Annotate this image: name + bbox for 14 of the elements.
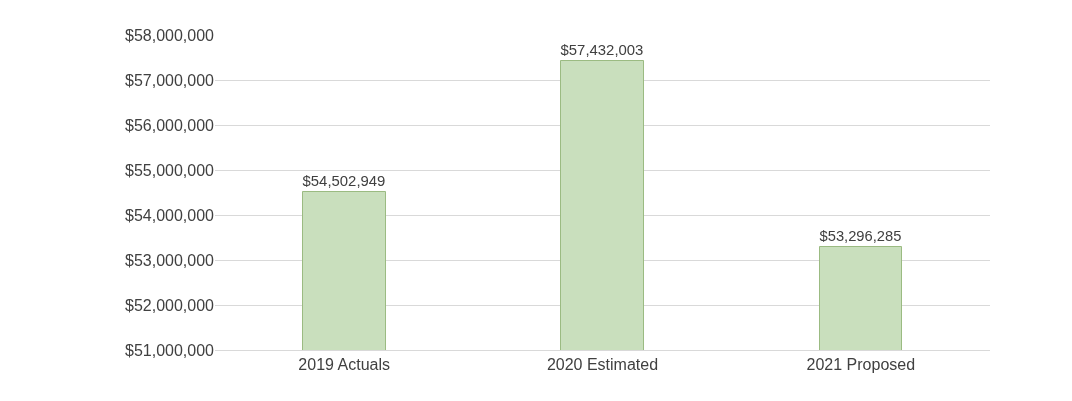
x-tick-label: 2019 Actuals [298,356,390,374]
data-label: $57,432,003 [560,41,644,58]
data-label: $54,502,949 [302,172,386,189]
y-tick-label: $57,000,000 [125,71,215,89]
x-tick-label: 2021 Proposed [806,356,916,374]
y-tick-label: $55,000,000 [125,161,215,179]
x-tick-label: 2020 Estimated [546,356,659,374]
y-tick-label: $54,000,000 [125,206,215,224]
y-tick-label: $52,000,000 [125,296,215,314]
y-tick-label: $51,000,000 [125,341,215,359]
y-tick-label: $53,000,000 [125,251,215,269]
y-tick-label: $58,000,000 [125,26,215,44]
y-tick-label: $56,000,000 [125,116,215,134]
data-label: $53,296,285 [819,227,902,244]
